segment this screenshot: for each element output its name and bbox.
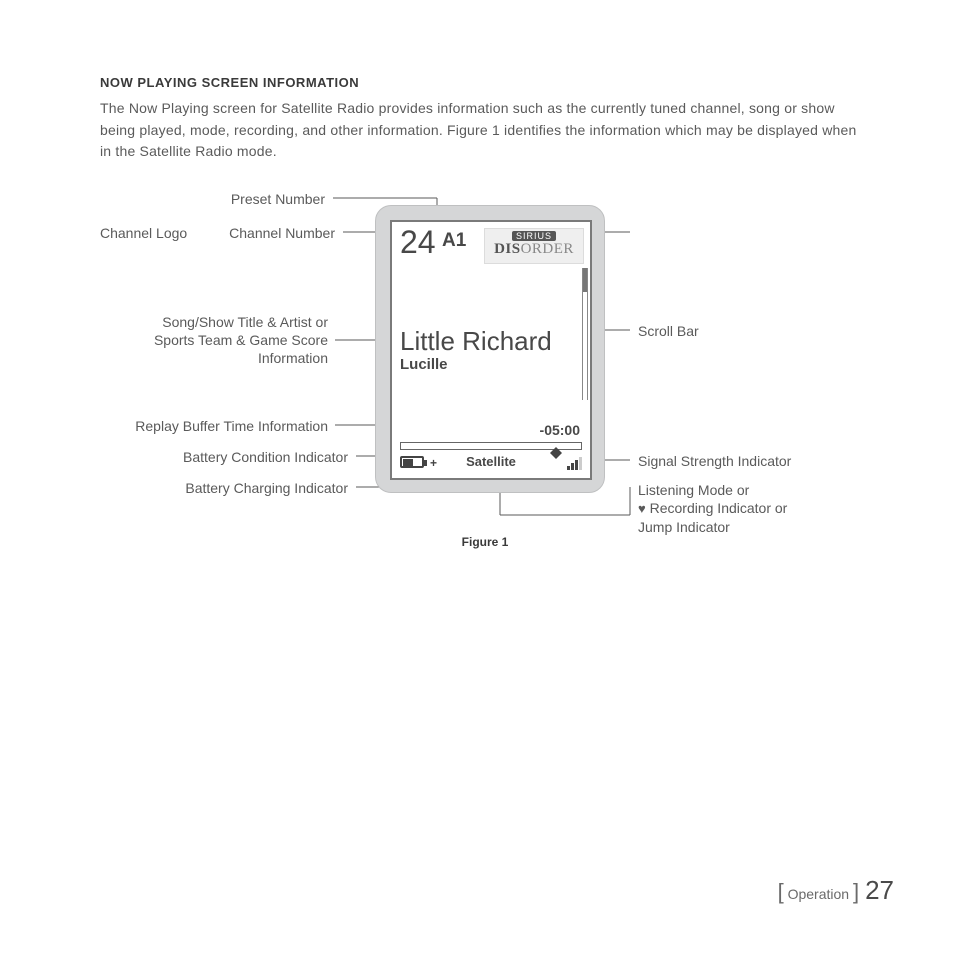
heart-icon: ♥ <box>638 501 646 516</box>
listening-mode: Satellite <box>400 454 582 469</box>
callout-channel-logo: Channel Logo <box>100 224 320 242</box>
logo-line2b: ORDER <box>521 241 574 257</box>
figure-caption: Figure 1 <box>100 535 870 549</box>
callout-mode-l3: Jump Indicator <box>638 519 730 535</box>
logo-line1: SIRIUS <box>512 231 556 241</box>
page-number: 27 <box>865 875 894 905</box>
callout-mode-l1: Listening Mode or <box>638 482 749 498</box>
scroll-thumb[interactable] <box>583 268 587 292</box>
buffer-position-icon <box>550 441 562 453</box>
callout-preset-number: Preset Number <box>100 190 325 208</box>
callout-song-info-l1: Song/Show Title & Artist or <box>162 314 328 330</box>
callout-replay-buffer: Replay Buffer Time Information <box>100 417 328 435</box>
song-title: Lucille <box>400 356 448 373</box>
logo-line2a: DIS <box>494 241 521 257</box>
callout-song-info: Song/Show Title & Artist or Sports Team … <box>100 313 328 368</box>
callout-mode-l2: Recording Indicator or <box>646 500 788 516</box>
callout-scroll-bar: Scroll Bar <box>638 322 858 340</box>
callout-battery-condition: Battery Condition Indicator <box>100 448 348 466</box>
channel-logo: SIRIUS DISORDER <box>484 228 584 264</box>
section-heading: NOW PLAYING SCREEN INFORMATION <box>100 75 870 90</box>
callout-signal-strength: Signal Strength Indicator <box>638 452 858 470</box>
figure-1: Preset Number Channel Number Song/Show T… <box>100 185 870 595</box>
callout-battery-charging: Battery Charging Indicator <box>100 479 348 497</box>
buffer-time: -05:00 <box>540 422 580 438</box>
footer-section: Operation <box>788 886 849 902</box>
preset-number: A1 <box>442 230 466 252</box>
callout-song-info-l3: Information <box>258 350 328 366</box>
callout-song-info-l2: Sports Team & Game Score <box>154 332 328 348</box>
artist-name: Little Richard <box>400 326 552 357</box>
device-screen: 24 A1 SIRIUS DISORDER Little Richard Luc… <box>390 220 592 480</box>
page-footer: [ Operation ]27 <box>778 875 894 906</box>
section-body: The Now Playing screen for Satellite Rad… <box>100 98 870 163</box>
status-row: + Satellite <box>400 454 582 472</box>
channel-number: 24 <box>400 224 436 261</box>
callout-listening-mode: Listening Mode or ♥ Recording Indicator … <box>638 481 868 536</box>
scroll-bar[interactable] <box>582 268 588 400</box>
signal-icon <box>567 457 582 470</box>
device-frame: 24 A1 SIRIUS DISORDER Little Richard Luc… <box>375 205 605 493</box>
